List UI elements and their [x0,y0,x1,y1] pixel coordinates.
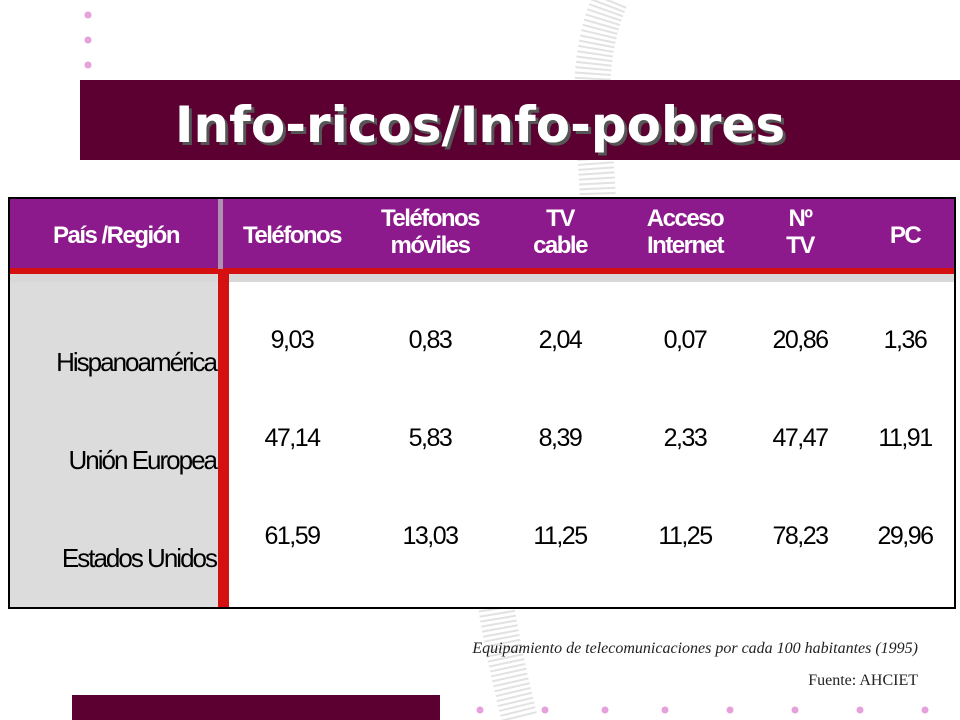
cell: 5,83 [409,424,452,452]
header-rule [10,268,954,274]
cell: 9,03 [271,326,314,354]
label-column [10,282,218,607]
header-cell: Teléfonos móviles [381,205,480,259]
cell: 11,91 [878,424,932,452]
cell: 20,86 [772,326,828,354]
cell: 0,83 [409,326,452,354]
header-cell: Nº TV [786,205,815,259]
column-rule [218,274,229,607]
cell: 61,59 [264,522,320,550]
title-shadow: Info-ricos/Info-pobres [178,99,788,157]
cell: 11,25 [533,522,587,550]
title: Info-ricos/Info-pobres [175,96,785,154]
cell: 8,39 [539,424,582,452]
row-label: Hispanoamérica [56,347,218,377]
cell: 13,03 [402,522,458,550]
header-cell: TV cable [533,205,588,259]
dots [84,11,929,714]
header-row [10,199,954,269]
row-label: Unión Europea [69,445,219,475]
row-label: Estados Unidos [62,543,218,573]
header-gap [10,274,954,282]
cell: 2,04 [539,326,583,354]
header-divider [218,199,223,269]
header-cell: Teléfonos [243,222,342,249]
cell: 47,14 [264,424,321,452]
header-cell: Acceso Internet [647,205,725,259]
header-cell: PC [890,222,922,249]
cell: 2,33 [664,424,707,452]
cell: 11,25 [658,522,712,550]
footer-bar [72,695,440,720]
source: Fuente: AHCIET [808,672,918,689]
header-cell: País /Región [53,222,180,249]
cell: 1,36 [884,326,927,354]
cell: 0,07 [664,326,707,354]
cell: 78,23 [772,522,828,550]
title-bar [80,80,960,160]
cell: 47,47 [772,424,828,452]
cell: 29,96 [877,522,933,550]
caption: Equipamiento de telecomunicaciones por c… [471,640,918,657]
